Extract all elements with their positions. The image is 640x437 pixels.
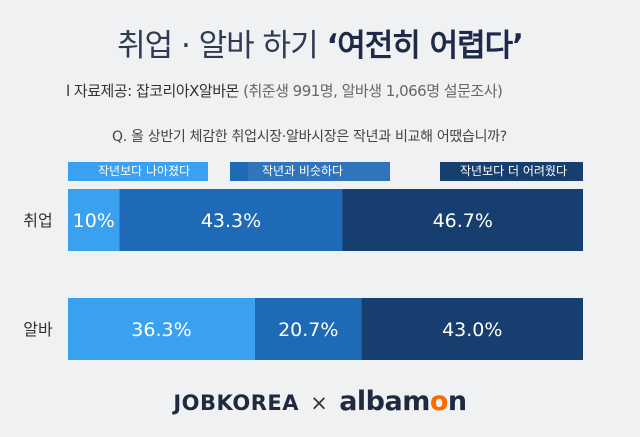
- legend-band-similar: [248, 162, 390, 181]
- data-label: 20.7%: [278, 319, 338, 341]
- source-label: l 자료제공: 잡코리아X알바몬: [66, 82, 239, 100]
- category-label: 알바: [23, 320, 53, 339]
- legend-swatch-similar: [230, 162, 248, 181]
- legend-swatch-better: [68, 162, 208, 181]
- data-label: 43.0%: [442, 319, 502, 341]
- bar-segment: [342, 189, 583, 251]
- legend-swatch-worse: [440, 162, 583, 181]
- albamon-logo-o: o: [429, 386, 449, 417]
- category-label: 취업: [23, 211, 52, 230]
- bar-segment: [254, 298, 362, 360]
- bar-segment: [361, 298, 583, 360]
- logo-separator: ×: [310, 391, 328, 415]
- bar-segment: [119, 189, 343, 251]
- legend-label-worse: 작년보다 더 어려웠다: [460, 164, 567, 178]
- albamon-logo-part1: albam: [339, 386, 430, 417]
- albamon-logo: albamon: [339, 386, 467, 417]
- bar-segment: [68, 189, 120, 251]
- source-note: (취준생 991명, 알바생 1,066명 설문조사): [243, 82, 503, 100]
- data-label: 10%: [73, 210, 115, 232]
- chart-legend: 작년보다 나아졌다 작년과 비슷하다 작년보다 더 어려웠다: [68, 162, 583, 181]
- jobkorea-logo: JOBKOREA: [173, 391, 299, 415]
- title-plain: 취업 · 알바 하기: [117, 28, 319, 64]
- legend-label-better: 작년보다 나아졌다: [98, 164, 191, 178]
- survey-question: Q. 올 상반기 체감한 취업시장·알바시장은 작년과 비교해 어땠습니까?: [112, 129, 507, 145]
- page-title: 취업 · 알바 하기 ‘여전히 어렵다’: [0, 20, 640, 65]
- legend-label-similar: 작년과 비슷하다: [262, 164, 344, 178]
- title-accent: ‘여전히 어렵다’: [326, 28, 523, 64]
- data-label: 36.3%: [131, 319, 191, 341]
- bar-segment: [68, 298, 255, 360]
- data-label: 46.7%: [433, 210, 493, 232]
- footer-logos: JOBKOREA × albamon: [0, 386, 640, 417]
- albamon-logo-part2: n: [447, 386, 467, 417]
- data-label: 43.3%: [201, 210, 261, 232]
- source-line: l 자료제공: 잡코리아X알바몬 (취준생 991명, 알바생 1,066명 설…: [66, 80, 503, 101]
